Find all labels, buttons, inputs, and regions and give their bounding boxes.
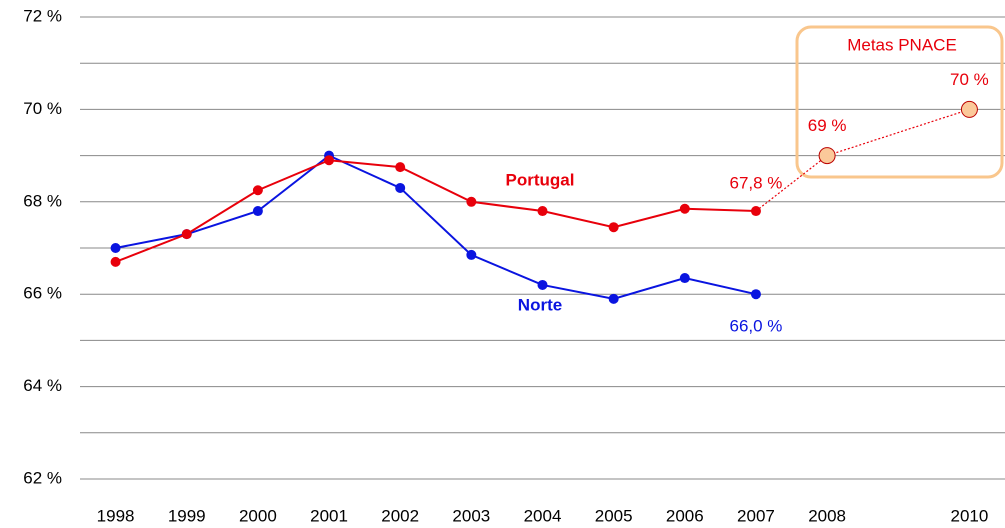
x-tick-label: 2000 [239,506,277,525]
data-label: 69 % [808,116,847,135]
data-point [679,273,690,284]
data-point [960,100,978,118]
y-tick-label: 64 % [23,376,62,395]
data-point [110,243,121,253]
x-tick-label: 2010 [951,506,989,525]
data-point [608,293,619,304]
data-point [750,289,761,300]
data-point [466,196,477,207]
y-tick-label: 70 % [23,99,62,118]
data-label: 70 % [950,70,989,89]
data-point [679,203,690,214]
x-tick-label: 2004 [524,506,562,525]
data-point [395,182,406,193]
series-label: Metas PNACE [847,35,957,54]
data-point [537,279,548,290]
series-label: Portugal [506,170,575,189]
data-point [110,256,121,267]
data-point [324,155,335,166]
series-line [115,154,757,300]
x-tick-label: 1998 [97,506,135,525]
x-tick-label: 2003 [452,506,490,525]
data-point [537,206,548,217]
y-tick-label: 66 % [23,284,62,303]
x-tick-label: 2001 [310,506,348,525]
x-tick-label: 2002 [381,506,419,525]
x-tick-label: 1999 [168,506,206,525]
data-point [608,222,619,233]
y-tick-label: 68 % [23,191,62,210]
series-line [755,108,970,212]
data-point [750,206,761,217]
data-point [818,147,836,165]
data-point [252,185,263,196]
x-tick-label: 2008 [808,506,846,525]
data-point [466,249,477,260]
y-tick-label: 72 % [23,6,62,25]
data-point [181,229,192,240]
x-tick-label: 2007 [737,506,775,525]
data-point [395,162,406,173]
y-tick-label: 62 % [23,468,62,487]
data-label: 67,8 % [729,174,782,193]
series-label: Norte [518,295,562,314]
x-tick-label: 2005 [595,506,633,525]
target-box [795,25,1004,179]
series-line [115,159,756,263]
data-label: 66,0 % [729,317,782,336]
data-point [252,206,263,217]
x-tick-label: 2006 [666,506,704,525]
